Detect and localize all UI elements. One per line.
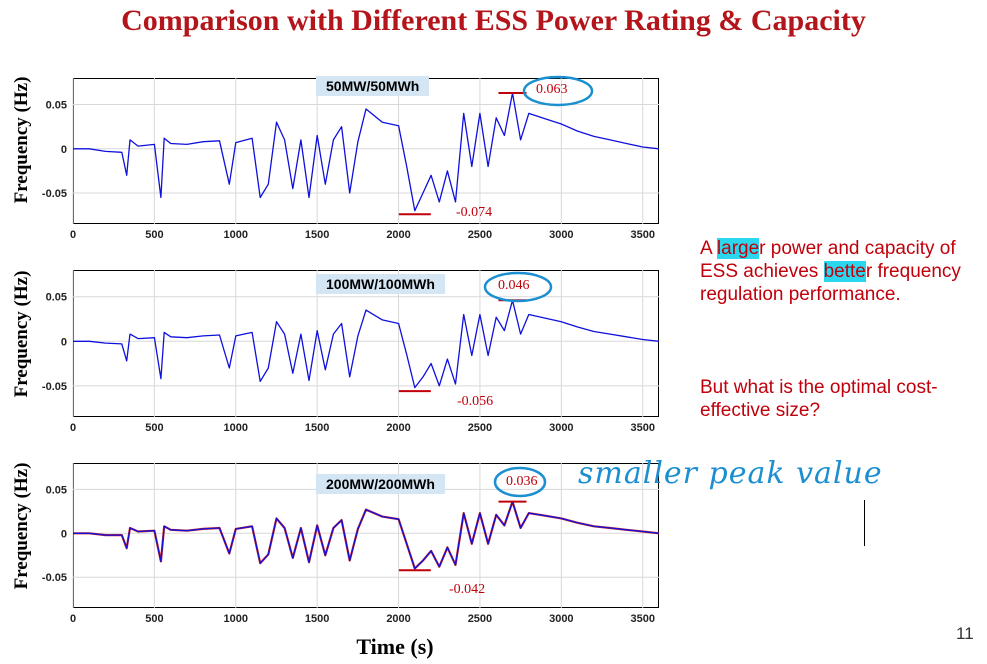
x-tick-label: 2500 [468, 422, 492, 434]
x-tick-label: 1000 [224, 422, 248, 434]
note-highlight-larger: large [716, 238, 760, 259]
y-tick-label: 0 [61, 528, 67, 540]
y-tick-label: 0 [61, 144, 67, 156]
x-tick-label: 1500 [305, 613, 329, 625]
y-tick-label: -0.05 [42, 381, 67, 393]
x-tick-label: 0 [70, 613, 76, 625]
text-cursor [864, 500, 865, 546]
panel-label-1: 50MW/50MWh [316, 76, 430, 96]
x-tick-label: 3500 [630, 229, 654, 241]
x-tick-label: 500 [145, 229, 163, 241]
x-tick-label: 2000 [386, 422, 410, 434]
x-tick-label: 3500 [630, 422, 654, 434]
x-axis-label: Time (s) [356, 634, 434, 659]
page-number: 11 [956, 624, 974, 643]
y-tick-label: 0 [61, 336, 67, 348]
note-paragraph: A larger power and capacity of ESS achie… [700, 237, 987, 306]
min-value-1: -0.074 [456, 205, 493, 220]
max-value-1: 0.063 [536, 82, 568, 97]
x-tick-label: 3500 [630, 613, 654, 625]
x-tick-label: 2500 [468, 613, 492, 625]
y-tick-label: 0.05 [46, 100, 67, 112]
x-tick-label: 3000 [549, 422, 573, 434]
x-tick-label: 0 [70, 229, 76, 241]
series-line-3 [73, 501, 660, 570]
x-tick-label: 0 [70, 422, 76, 434]
note-question: But what is the optimal cost-effective s… [700, 377, 938, 421]
note-text-b: r power and capacity of ESS achieves [700, 238, 956, 282]
panel-label-3: 200MW/200MWh [316, 474, 445, 494]
note-text-c: r frequency regulation performance. [700, 261, 961, 305]
min-value-2: -0.056 [457, 394, 494, 409]
y-tick-label: -0.05 [42, 188, 67, 200]
max-value-2: 0.046 [498, 278, 530, 293]
x-tick-label: 2000 [386, 229, 410, 241]
slide-title: Comparison with Different ESS Power Rati… [121, 4, 866, 37]
handwritten-note: smaller peak value [578, 456, 883, 491]
y-tick-label: -0.05 [42, 572, 67, 584]
y-tick-label: 0.05 [46, 292, 67, 304]
panel-label-2: 100MW/100MWh [316, 274, 445, 294]
x-tick-label: 1000 [224, 613, 248, 625]
max-value-3: 0.036 [506, 474, 538, 489]
x-tick-label: 1000 [224, 229, 248, 241]
x-tick-label: 1500 [305, 422, 329, 434]
circle-mark-2 [483, 271, 553, 303]
series-line-2 [73, 299, 660, 389]
x-tick-label: 3000 [549, 613, 573, 625]
min-value-3: -0.042 [449, 582, 486, 597]
x-tick-label: 2000 [386, 613, 410, 625]
series-line-1 [73, 92, 660, 212]
x-tick-label: 500 [145, 613, 163, 625]
note-highlight-better: bette [823, 261, 866, 282]
x-tick-label: 500 [145, 422, 163, 434]
circle-mark-3 [493, 466, 547, 498]
x-tick-label: 2500 [468, 229, 492, 241]
circle-mark-1 [522, 75, 594, 107]
x-tick-label: 3000 [549, 229, 573, 241]
note-text-a: A [700, 238, 717, 259]
x-tick-label: 1500 [305, 229, 329, 241]
y-tick-label: 0.05 [46, 484, 67, 496]
